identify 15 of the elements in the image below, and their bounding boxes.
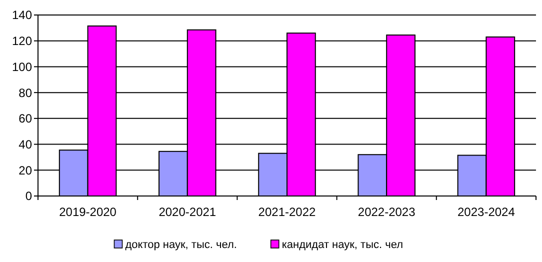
y-tick-label: 60 [18,112,32,126]
y-tick-label: 0 [25,189,32,204]
x-tick-label: 2023-2024 [458,205,516,219]
x-tick-label: 2022-2023 [358,205,416,219]
x-tick-label: 2020-2021 [158,205,216,219]
y-tick-label: 100 [12,60,32,74]
x-tick-label: 2019-2020 [59,205,117,219]
legend-label: кандидат наук, тыс. чел [282,239,404,251]
x-tick-label: 2021-2022 [258,205,316,219]
y-tick-label: 140 [12,8,32,22]
legend-label: доктор наук, тыс. чел. [125,239,237,251]
y-tick-label: 80 [18,86,32,100]
y-tick-label: 40 [18,137,32,152]
y-tick-label: 120 [12,34,32,48]
y-tick-label: 20 [18,163,32,178]
